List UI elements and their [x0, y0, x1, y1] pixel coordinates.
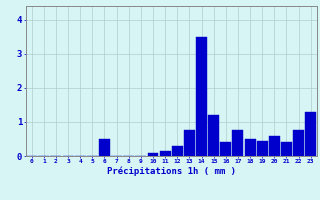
Bar	[172, 146, 183, 156]
Bar	[281, 142, 292, 156]
Bar	[196, 37, 207, 156]
Bar	[208, 115, 219, 156]
Bar	[148, 153, 158, 156]
Bar	[232, 130, 244, 156]
Bar	[257, 141, 268, 156]
Bar	[293, 130, 304, 156]
Bar	[269, 136, 280, 156]
Bar	[305, 112, 316, 156]
Bar	[220, 142, 231, 156]
Bar	[184, 130, 195, 156]
X-axis label: Précipitations 1h ( mm ): Précipitations 1h ( mm )	[107, 167, 236, 176]
Bar	[160, 151, 171, 156]
Bar	[244, 139, 256, 156]
Bar	[99, 139, 110, 156]
